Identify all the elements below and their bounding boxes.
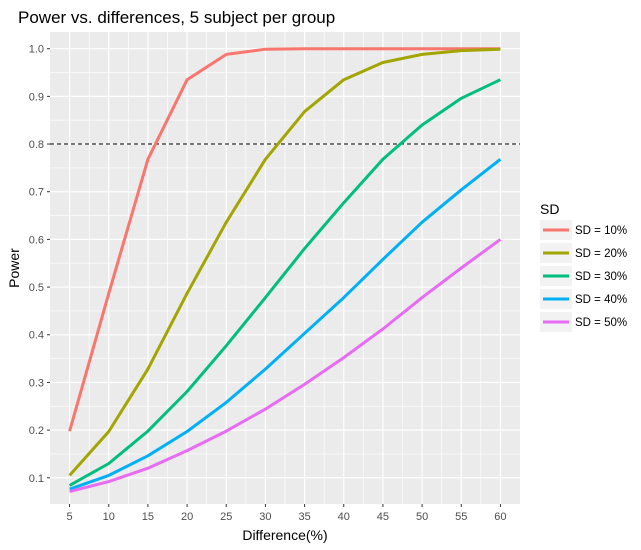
x-tick-label: 45 — [377, 511, 389, 523]
x-axis-title: Difference(%) — [242, 527, 327, 543]
x-tick-label: 35 — [298, 511, 310, 523]
series-line — [68, 78, 502, 487]
minor-gridlines — [50, 32, 520, 504]
series-line — [68, 47, 501, 477]
legend-label: SD = 20% — [575, 248, 627, 260]
y-tick-label: 0.3 — [29, 377, 44, 389]
y-tick-label: 0.1 — [29, 473, 44, 485]
y-axis: 0.1 0.2 0.3 0.4 0.5 0.6 0.7 0.8 0.9 1.0 — [29, 44, 50, 485]
x-tick-label: 10 — [103, 511, 115, 523]
legend-label: SD = 50% — [575, 317, 627, 329]
legend-title: SD — [540, 201, 559, 217]
legend-label: SD = 40% — [575, 294, 627, 306]
x-tick-label: 50 — [416, 511, 428, 523]
x-tick-label: 40 — [338, 511, 350, 523]
x-tick-label: 60 — [494, 511, 506, 523]
x-tick-label: 15 — [142, 511, 154, 523]
x-tick-label: 30 — [259, 511, 271, 523]
y-tick-label: 0.8 — [29, 139, 44, 151]
x-axis: 5 10 15 20 25 30 35 40 45 50 55 60 — [67, 504, 507, 523]
x-tick-label: 55 — [455, 511, 467, 523]
x-tick-label: 5 — [67, 511, 73, 523]
chart-title: Power vs. differences, 5 subject per gro… — [18, 8, 335, 27]
series-line — [68, 47, 501, 432]
legend-label: SD = 10% — [575, 225, 627, 237]
y-tick-label: 0.4 — [29, 330, 44, 342]
y-tick-label: 1.0 — [29, 44, 44, 56]
x-tick-label: 25 — [220, 511, 232, 523]
y-tick-label: 0.5 — [29, 282, 44, 294]
series-line — [69, 238, 502, 494]
x-tick-label: 20 — [181, 511, 193, 523]
y-tick-label: 0.6 — [29, 234, 44, 246]
y-tick-label: 0.2 — [29, 425, 44, 437]
series-lines — [68, 47, 502, 494]
series-line — [69, 158, 502, 491]
y-tick-label: 0.9 — [29, 91, 44, 103]
y-tick-label: 0.7 — [29, 187, 44, 199]
y-axis-title: Power — [6, 248, 22, 288]
legend-label: SD = 30% — [575, 271, 627, 283]
legend: SD SD = 10% SD = 20% SD = 30% SD = 40% SD = … — [540, 201, 627, 332]
